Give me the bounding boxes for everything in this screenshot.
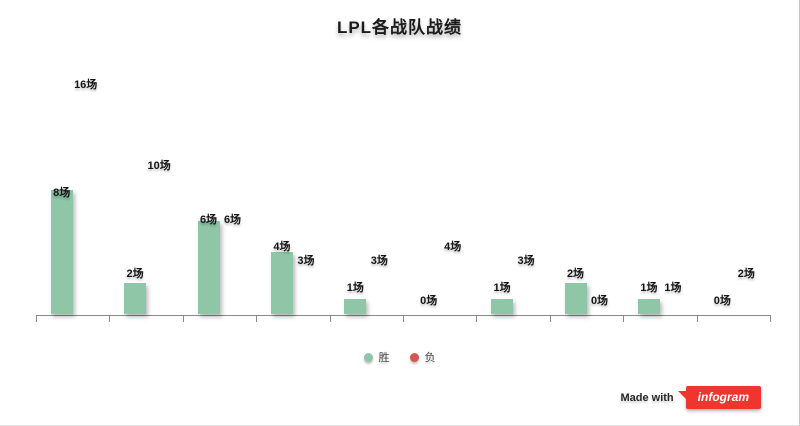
value-label-win: 4场 [273, 241, 291, 253]
bar-win[interactable] [50, 190, 73, 314]
value-label-win: 1场 [346, 281, 364, 294]
axis-tick [696, 315, 698, 322]
legend-label-loss: 负 [424, 352, 436, 364]
value-label-loss: 2场 [737, 268, 755, 280]
value-label-win: 8场 [53, 187, 71, 199]
bar-win[interactable] [344, 298, 367, 314]
value-label-win: 0场 [713, 295, 731, 307]
bar-win[interactable] [564, 283, 587, 314]
axis-tick [182, 315, 184, 322]
infogram-brand-text: infogram [697, 390, 749, 404]
legend-item-win[interactable]: 胜 [363, 349, 390, 365]
value-label-loss: 1场 [664, 281, 682, 294]
bar-win[interactable] [637, 298, 660, 314]
value-label-loss: 6场 [223, 214, 242, 226]
bar-win[interactable] [197, 221, 220, 314]
value-label-loss: 16场 [74, 79, 98, 91]
axis-tick [109, 315, 111, 322]
value-label-win: 2场 [566, 268, 585, 280]
value-label-loss: 3场 [297, 254, 315, 267]
win-series-swatch-icon [363, 352, 373, 362]
axis-tick [36, 315, 37, 322]
loss-series-swatch-icon [409, 352, 419, 362]
attribution: Made with infogram [620, 386, 761, 409]
value-label-loss: 10场 [147, 160, 171, 172]
axis-tick [476, 315, 478, 322]
axis-tick [256, 315, 258, 322]
value-label-win: 6场 [199, 214, 218, 226]
made-with-text: Made with [620, 391, 674, 404]
bar-win[interactable] [491, 298, 514, 314]
legend-label-win: 胜 [378, 352, 390, 364]
legend: 胜 负 [0, 349, 799, 365]
axis-tick [549, 315, 551, 322]
value-label-win: 0场 [420, 295, 438, 307]
value-label-loss: 0场 [590, 295, 609, 307]
value-label-win: 2场 [126, 268, 144, 280]
value-label-loss: 3场 [517, 254, 535, 267]
axis-tick [623, 315, 625, 322]
axis-tick [329, 315, 331, 322]
value-label-win: 1场 [640, 281, 658, 294]
axis-tick [403, 315, 404, 322]
value-label-loss: 4场 [444, 241, 462, 253]
infogram-flag-icon [677, 391, 687, 400]
legend-item-loss[interactable]: 负 [409, 349, 436, 365]
value-label-loss: 3场 [370, 254, 388, 267]
bar-win[interactable] [270, 252, 293, 314]
axis-tick [770, 315, 771, 322]
infogram-badge[interactable]: infogram [677, 386, 761, 409]
bar-win[interactable] [124, 283, 147, 314]
chart-title: LPL各战队战绩 [336, 18, 463, 37]
value-label-win: 1场 [493, 281, 511, 294]
